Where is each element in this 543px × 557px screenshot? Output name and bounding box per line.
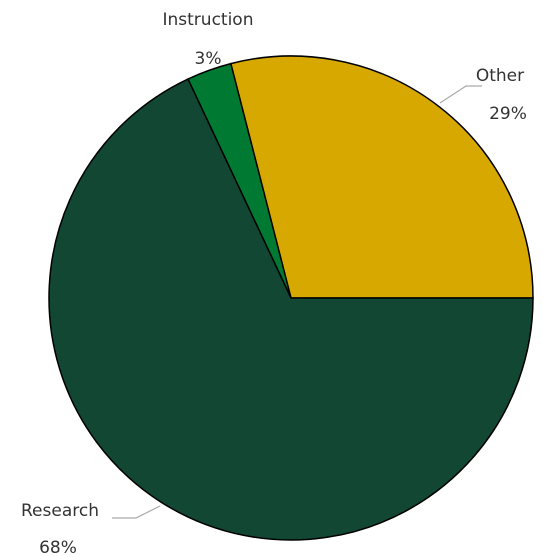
slice-value-label: 29%: [489, 104, 527, 124]
slice-label: Other: [476, 66, 524, 86]
slice-label: Research: [21, 501, 99, 521]
leader-line: [112, 505, 161, 519]
pie-slice: [229, 55, 534, 299]
slice-label: Instruction: [163, 10, 254, 30]
slice-value-label: 3%: [195, 49, 222, 69]
slice-value-label: 68%: [39, 538, 77, 557]
leader-line: [439, 85, 482, 104]
pie-slice: [48, 78, 534, 541]
